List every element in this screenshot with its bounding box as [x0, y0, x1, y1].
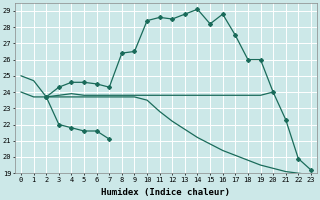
X-axis label: Humidex (Indice chaleur): Humidex (Indice chaleur): [101, 188, 230, 197]
